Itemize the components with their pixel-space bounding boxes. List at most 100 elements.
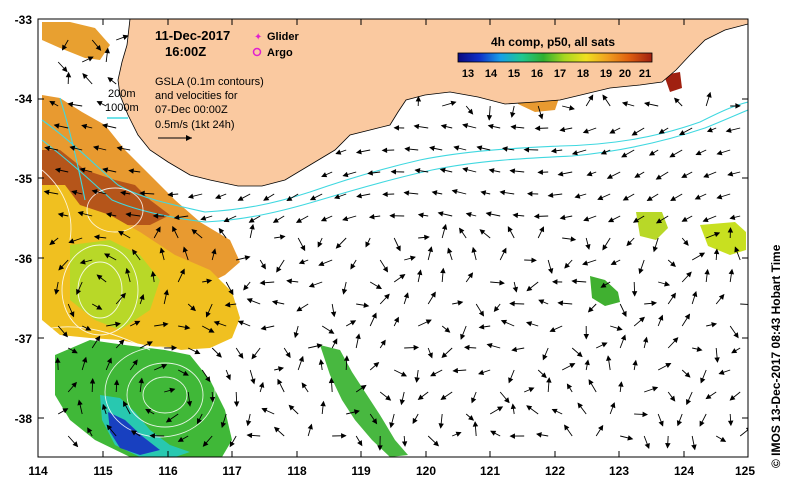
velocity-arrowhead-icon (584, 359, 590, 366)
velocity-arrowhead-icon (71, 190, 78, 196)
velocity-arrowhead-icon (223, 217, 230, 223)
velocity-arrowhead-icon (533, 213, 540, 220)
velocity-arrowhead-icon (711, 322, 718, 328)
velocity-arrowhead-icon (321, 172, 328, 178)
velocity-arrowhead-icon (665, 443, 671, 449)
contour-west (41, 326, 151, 351)
velocity-arrowhead-icon (260, 263, 266, 270)
velocity-arrowhead-icon (69, 145, 76, 151)
velocity-arrowhead-icon (58, 264, 65, 271)
velocity-arrowhead-icon (403, 292, 409, 299)
velocity-arrowhead-icon (263, 195, 270, 201)
velocity-arrowhead-icon (632, 359, 638, 366)
velocity-arrowhead-icon (413, 123, 420, 130)
velocity-arrowhead-icon (429, 145, 435, 152)
velocity-arrowhead-icon (658, 420, 664, 427)
velocity-arrowhead-icon (597, 195, 604, 201)
velocity-arrowhead-icon (453, 145, 460, 151)
velocity-arrowhead-icon (487, 123, 494, 130)
velocity-arrowhead-icon (271, 299, 278, 306)
velocity-arrowhead-icon (393, 125, 400, 131)
velocity-arrowhead-icon (557, 171, 564, 177)
velocity-arrowhead-icon (601, 342, 608, 348)
velocity-arrowhead-icon (471, 397, 477, 404)
velocity-arrowhead-icon (664, 281, 671, 287)
velocity-arrowhead-icon (308, 282, 315, 288)
velocity-arrowhead-icon (179, 268, 185, 275)
velocity-arrowhead-icon (684, 313, 691, 320)
velocity-arrowhead-icon (146, 341, 153, 347)
velocity-arrowhead-icon (608, 217, 615, 223)
velocity-arrowhead-icon (145, 408, 152, 414)
colorbar-tick-label: 19 (600, 68, 612, 80)
velocity-arrowhead-icon (382, 191, 388, 198)
velocity-arrowhead-icon (643, 336, 649, 343)
velocity-arrowhead-icon (184, 324, 191, 331)
velocity-arrowhead-icon (672, 337, 679, 344)
velocity-arrowhead-icon (62, 408, 69, 414)
velocity-arrowhead-icon (190, 305, 196, 312)
velocity-arrowhead-icon (318, 358, 325, 365)
velocity-arrowhead-icon (414, 168, 421, 174)
velocity-arrowhead-icon (622, 195, 629, 201)
velocity-arrowhead-icon (537, 169, 543, 175)
velocity-arrowhead-icon (704, 268, 710, 275)
velocity-arrowhead-icon (107, 77, 114, 83)
velocity-arrowhead-icon (286, 278, 293, 284)
glider-legend-label: Glider (267, 31, 300, 43)
velocity-arrowhead-icon (523, 147, 530, 153)
velocity-arrowhead-icon (320, 216, 327, 222)
velocity-arrowhead-icon (65, 71, 72, 78)
velocity-arrowhead-icon (248, 217, 255, 223)
velocity-arrowhead-icon (288, 404, 295, 411)
y-tick-label: -35 (15, 172, 33, 186)
velocity-arrowhead-icon (577, 402, 583, 409)
velocity-arrowhead-icon (433, 440, 440, 447)
isobath-1000m-label: 1000m (105, 102, 139, 114)
velocity-arrowhead-icon (735, 103, 741, 109)
velocity-arrowhead-icon (620, 334, 627, 341)
velocity-arrowhead-icon (606, 355, 612, 361)
velocity-arrowhead-icon (734, 246, 740, 253)
velocity-arrowhead-icon (238, 352, 244, 359)
velocity-arrowhead-icon (587, 306, 594, 313)
velocity-arrowhead-icon (272, 217, 279, 223)
velocity-arrowhead-icon (502, 146, 508, 152)
velocity-arrowhead-icon (714, 231, 721, 238)
velocity-arrowhead-icon (161, 364, 168, 370)
velocity-arrowhead-icon (120, 190, 126, 196)
velocity-arrowhead-icon (725, 127, 732, 133)
velocity-arrowhead-icon (106, 424, 113, 431)
velocity-arrowhead-icon (277, 378, 283, 385)
velocity-arrowhead-icon (330, 311, 337, 318)
velocity-arrowhead-icon (526, 321, 533, 327)
velocity-arrowhead-icon (551, 408, 558, 414)
velocity-arrowhead-icon (205, 311, 211, 318)
velocity-arrowhead-icon (570, 236, 577, 242)
velocity-arrowhead-icon (125, 267, 131, 274)
velocity-arrowhead-icon (104, 47, 110, 54)
colorbar-tick-label: 14 (485, 68, 498, 80)
velocity-arrowhead-icon (416, 269, 423, 276)
velocity-arrowhead-icon (440, 123, 447, 130)
velocity-arrowhead-icon (586, 171, 593, 177)
velocity-arrowhead-icon (720, 436, 727, 442)
gsla-note-line1: GSLA (0.1m contours) (155, 76, 264, 88)
plot-frame (37, 18, 749, 458)
velocity-arrowhead-icon (61, 66, 68, 73)
sst-patch-east2 (636, 212, 668, 240)
velocity-arrowhead-icon (328, 328, 335, 334)
velocity-arrowhead-icon (488, 168, 495, 174)
velocity-arrowhead-icon (194, 349, 201, 355)
velocity-arrowhead-icon (85, 325, 92, 331)
velocity-arrowhead-icon (87, 427, 93, 434)
velocity-arrowhead-icon (260, 325, 267, 331)
eddy-ring-south-2 (126, 362, 204, 428)
velocity-arrowhead-icon (728, 268, 735, 275)
velocity-arrowhead-icon (224, 302, 231, 308)
velocity-arrowhead-icon (450, 100, 457, 106)
velocity-arrowhead-icon (251, 353, 257, 360)
velocity-arrowhead-icon (167, 191, 174, 198)
x-tick-label: 122 (545, 464, 565, 478)
velocity-arrowhead-icon (343, 355, 350, 361)
